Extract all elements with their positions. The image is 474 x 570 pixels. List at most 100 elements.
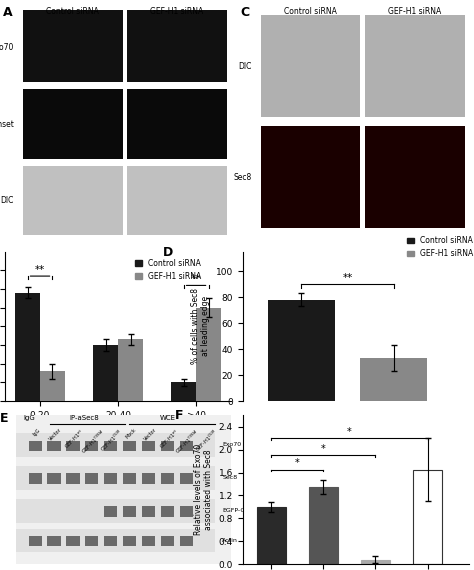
Text: Actin: Actin [222,538,238,543]
Bar [365,15,465,117]
Text: Mock: Mock [125,427,137,439]
Bar [66,441,80,451]
Text: Vector: Vector [48,427,63,442]
Text: *: * [295,458,300,469]
Text: D: D [164,246,173,259]
Text: **: ** [342,273,353,283]
Legend: Control siRNA, GEF-H1 siRNA: Control siRNA, GEF-H1 siRNA [132,256,204,284]
Bar [127,166,227,235]
Bar [23,10,123,82]
Bar [104,506,117,516]
Bar [28,473,42,484]
Text: E: E [0,412,9,425]
Text: Control siRNA: Control siRNA [284,7,337,16]
Bar [47,473,61,484]
Bar [16,433,216,457]
Text: Vector: Vector [143,427,157,442]
Y-axis label: % of cells with Sec8
at leading edge: % of cells with Sec8 at leading edge [191,288,210,364]
Bar [23,166,123,235]
Text: Sec8: Sec8 [234,173,252,182]
Bar [261,15,361,117]
Text: *: * [321,444,326,454]
Bar [118,340,143,401]
Text: C: C [240,6,249,19]
Bar [85,441,99,451]
Bar [142,473,155,484]
Bar [180,473,193,484]
Bar [257,507,286,564]
Text: GEF-H1$^{Y393A}$: GEF-H1$^{Y393A}$ [79,427,108,455]
Text: **: ** [191,275,201,284]
Text: **: ** [35,265,45,275]
Bar [15,293,40,401]
Bar [123,506,136,516]
Text: IP-aSec8: IP-aSec8 [69,414,99,421]
Bar [16,499,216,523]
Bar [47,441,61,451]
Bar [104,441,117,451]
Bar [28,536,42,547]
Bar [85,473,99,484]
Text: EGFP-GEF-H1: EGFP-GEF-H1 [222,508,264,513]
Text: IgG: IgG [24,414,36,421]
Bar [180,441,193,451]
Text: GEF-H1$^{wt}$: GEF-H1$^{wt}$ [63,427,86,451]
Bar [16,466,216,490]
Bar [123,536,136,547]
Text: GEF-H1$^{C53R}$: GEF-H1$^{C53R}$ [193,427,220,454]
Bar [127,89,227,159]
Bar [180,506,193,516]
Bar [104,536,117,547]
Text: GEF-H1$^{Y393A}$: GEF-H1$^{Y393A}$ [173,427,202,455]
Bar [85,536,99,547]
Bar [180,536,193,547]
Bar [123,473,136,484]
Bar [365,127,465,229]
Bar [93,345,118,401]
Text: WCE: WCE [160,414,176,421]
Bar [161,536,174,547]
Text: F: F [175,409,183,422]
Text: Exo70: Exo70 [222,442,241,447]
Bar [104,473,117,484]
Text: *: * [347,427,352,437]
Text: GEF-H1 siRNA: GEF-H1 siRNA [388,7,441,16]
Bar [268,300,335,401]
Bar [47,536,61,547]
Legend: Control siRNA, GEF-H1 siRNA: Control siRNA, GEF-H1 siRNA [404,233,474,261]
Text: GEF-H1$^{wt}$: GEF-H1$^{wt}$ [157,427,181,451]
X-axis label: vesicles/cell: vesicles/cell [91,425,146,434]
Text: Control siRNA: Control siRNA [46,7,99,16]
Bar [127,10,227,82]
Bar [309,487,338,564]
Bar [196,308,221,401]
Text: inset: inset [0,120,14,128]
Bar [28,441,42,451]
Bar [161,441,174,451]
Text: GEF-H1 siRNA: GEF-H1 siRNA [150,7,203,16]
Text: GEF-H1$^{C53R}$: GEF-H1$^{C53R}$ [99,427,126,454]
Bar [142,536,155,547]
Text: DIC: DIC [0,196,14,205]
Bar [360,358,427,401]
Bar [23,89,123,159]
Bar [413,470,442,564]
Text: DIC: DIC [238,62,252,71]
Text: Sec8: Sec8 [222,475,237,481]
Text: Exo70: Exo70 [0,43,14,52]
Bar [171,382,196,401]
Bar [66,473,80,484]
Bar [66,536,80,547]
Bar [361,560,390,564]
Bar [40,371,65,401]
Bar [123,441,136,451]
Bar [161,506,174,516]
Bar [16,528,216,552]
Bar [142,506,155,516]
Y-axis label: Relative levels of Exo70
associated with Sec8: Relative levels of Exo70 associated with… [193,444,213,535]
Bar [261,127,361,229]
Bar [142,441,155,451]
Text: A: A [2,6,12,19]
Bar [161,473,174,484]
Text: IgG: IgG [32,427,42,437]
